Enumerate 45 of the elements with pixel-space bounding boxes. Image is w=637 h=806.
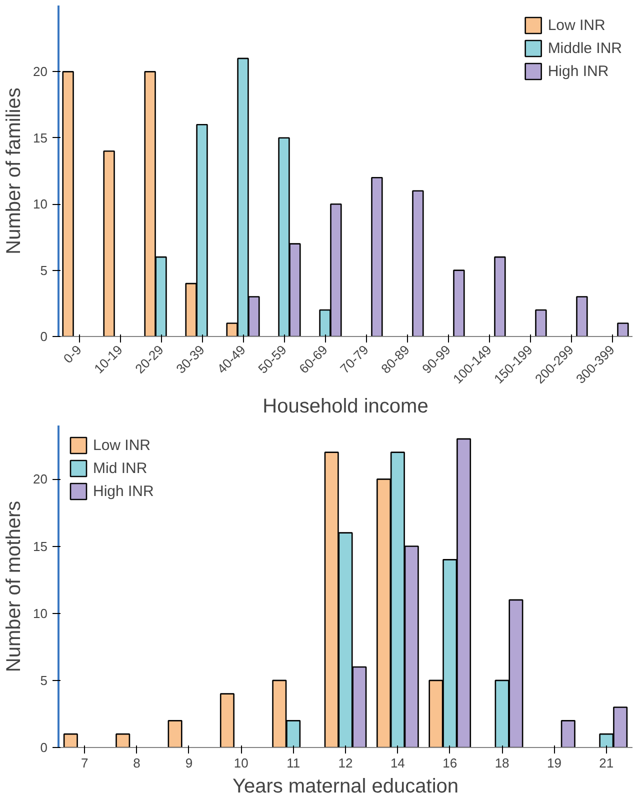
x-tick-label: 19	[546, 756, 562, 770]
bar	[103, 150, 115, 336]
x-tick-label: 0-9	[60, 342, 84, 366]
bar	[453, 270, 465, 336]
y-tick-label: 5	[40, 672, 48, 688]
y-tick-label: 15	[33, 130, 48, 146]
bar	[220, 693, 234, 748]
legend-label: Low INR	[93, 436, 151, 454]
x-tick-label: 9	[185, 756, 193, 770]
bar	[116, 733, 130, 748]
x-tick-label: 11	[286, 756, 300, 770]
bar	[494, 256, 506, 336]
x-tick-label: 10	[234, 756, 248, 770]
bar	[576, 296, 588, 336]
legend-label: High INR	[93, 482, 154, 500]
bar	[535, 309, 547, 336]
x-tick-label: 7	[80, 756, 88, 770]
bar	[371, 176, 383, 336]
y-tick-label: 0	[40, 740, 48, 755]
y-tick-label: 5	[40, 262, 48, 278]
x-tick-label: 16	[442, 756, 458, 770]
y-tick-label: 20	[33, 472, 48, 487]
y-tick-label: 10	[33, 606, 48, 621]
y-axis-title: Number of mothers	[3, 500, 26, 672]
bar	[168, 720, 182, 748]
y-axis-title: Number of families	[3, 88, 26, 254]
x-tick-label: 18	[494, 756, 510, 770]
legend-label: High INR	[548, 62, 609, 80]
legend-label: Middle INR	[548, 40, 622, 56]
bar	[560, 720, 576, 748]
y-tick-label: 20	[33, 64, 48, 80]
bar	[617, 322, 629, 336]
legend-label: Mid INR	[93, 460, 148, 476]
x-axis-title: Household income	[262, 396, 428, 418]
y-tick-label: 10	[33, 196, 48, 212]
bar	[63, 733, 78, 748]
x-tick-label: 12	[338, 756, 353, 770]
legend-label: Low INR	[548, 16, 606, 34]
x-tick-label: 21	[599, 756, 614, 770]
y-tick-label: 15	[33, 538, 48, 554]
x-tick-label: 14	[390, 756, 405, 770]
y-tick-label: 0	[40, 329, 48, 344]
x-tick-label: 8	[133, 756, 140, 770]
bar	[412, 190, 424, 336]
x-axis-title: Years maternal education	[232, 776, 459, 798]
